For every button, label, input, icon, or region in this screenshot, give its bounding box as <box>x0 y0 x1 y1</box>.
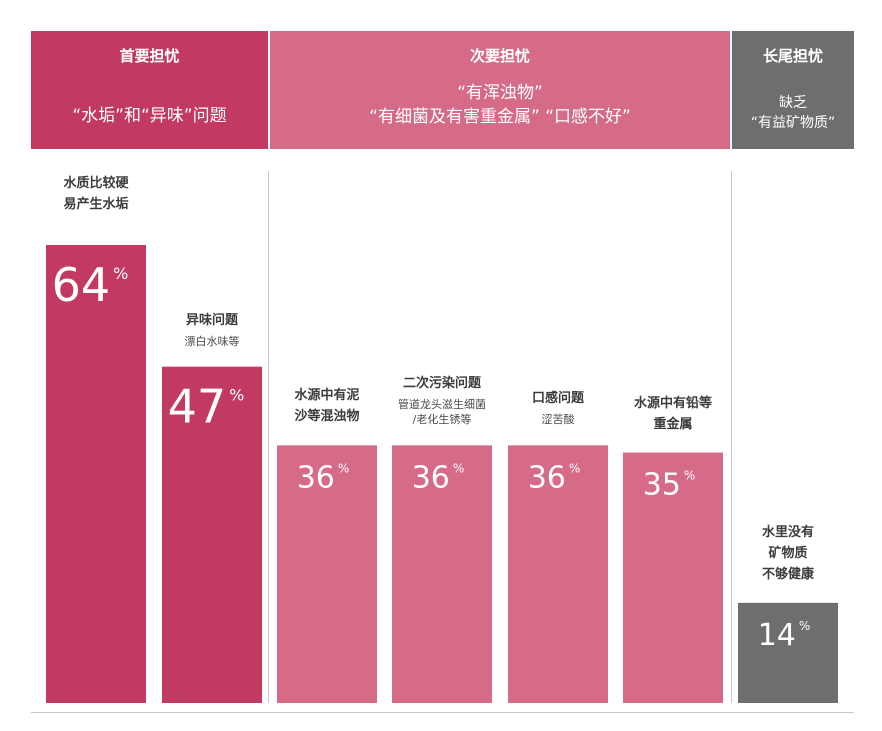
bar <box>277 445 377 703</box>
bar-category-note: 漂白水味等 <box>152 334 272 349</box>
bar-value-label: 35% <box>643 468 696 503</box>
bar-category-label: 异味问题 漂白水味等 <box>152 310 272 349</box>
bar-category-label: 二次污染问题 管道龙头滋生细菌/老化生锈等 <box>382 373 502 427</box>
bar-category-label: 水源中有铅等 重金属 <box>613 393 733 435</box>
group-divider <box>731 171 732 703</box>
bar-value-label: 14% <box>758 618 811 653</box>
chart-baseline <box>31 712 854 713</box>
bar-category-text: 重金属 <box>653 416 693 432</box>
header-primary-title: 首要担忧 <box>119 47 180 65</box>
bar-category-label: 水源中有泥沙等混浊物 <box>267 385 387 427</box>
bar-value-label: 36% <box>297 460 350 495</box>
bar-category-text: 水里没有 <box>761 524 814 540</box>
header-tail-title: 长尾担忧 <box>762 47 823 65</box>
bar <box>392 445 492 703</box>
bar-category-text: 异味问题 <box>185 312 238 328</box>
bar-category-text: 易产生水垢 <box>63 197 129 212</box>
bar-category-label: 水质比较硬易产生水垢 <box>36 173 156 215</box>
bar-category-note-line: 管道龙头滋生细菌 <box>398 398 486 412</box>
bar-value-label: 36% <box>528 460 581 495</box>
header-primary: 首要担忧 “水垢”和“异味”问题 <box>31 31 268 149</box>
bar-category-label: 水里没有矿物质不够健康 <box>728 522 848 585</box>
bar-category-text: 水质比较硬 <box>63 176 129 191</box>
header-secondary-title: 次要担忧 <box>469 47 530 65</box>
bar-category-text: 二次污染问题 <box>402 376 481 392</box>
bar-value-label: 64% <box>52 258 129 312</box>
bar-category-text: 口感问题 <box>531 391 584 407</box>
bar <box>738 602 838 703</box>
bar-category-text: 不够健康 <box>761 566 814 582</box>
bar-category-note-line: 漂白水味等 <box>184 334 240 348</box>
bar-value-label: 36% <box>412 460 465 495</box>
bar-value-label: 47% <box>168 380 245 434</box>
header-secondary-line: “有浑浊物” <box>457 83 543 103</box>
group-divider <box>268 171 269 703</box>
header-tail: 长尾担忧 缺乏 “有益矿物质” <box>732 31 854 149</box>
bar-category-note: 涩苦酸 <box>498 412 618 427</box>
header-secondary: 次要担忧 “有浑浊物” “有细菌及有害重金属” “口感不好” <box>270 31 730 149</box>
bar-category-text: 水源中有铅等 <box>633 395 712 411</box>
bar-category-note-line: /老化生锈等 <box>412 413 472 427</box>
bar-category-text: 沙等混浊物 <box>294 409 360 425</box>
bar <box>508 445 608 703</box>
bar-category-text: 水源中有泥 <box>294 388 360 404</box>
header-tail-line: 缺乏 <box>779 95 807 111</box>
bar-category-text: 矿物质 <box>768 545 808 561</box>
header-secondary-body: “有浑浊物” “有细菌及有害重金属” “口感不好” <box>270 81 730 129</box>
header-secondary-line: “有细菌及有害重金属” “口感不好” <box>369 107 631 127</box>
bar-category-note: 管道龙头滋生细菌/老化生锈等 <box>382 397 502 427</box>
bar <box>623 452 723 703</box>
header-tail-body: 缺乏 “有益矿物质” <box>732 93 854 133</box>
bar-category-note-line: 涩苦酸 <box>541 413 575 427</box>
header-tail-line: “有益矿物质” <box>750 115 836 131</box>
bar <box>46 245 146 703</box>
header-primary-line: “水垢”和“异味”问题 <box>72 106 227 126</box>
bar-category-label: 口感问题 涩苦酸 <box>498 388 618 427</box>
bar <box>162 366 262 703</box>
header-primary-body: “水垢”和“异味”问题 <box>31 104 268 128</box>
